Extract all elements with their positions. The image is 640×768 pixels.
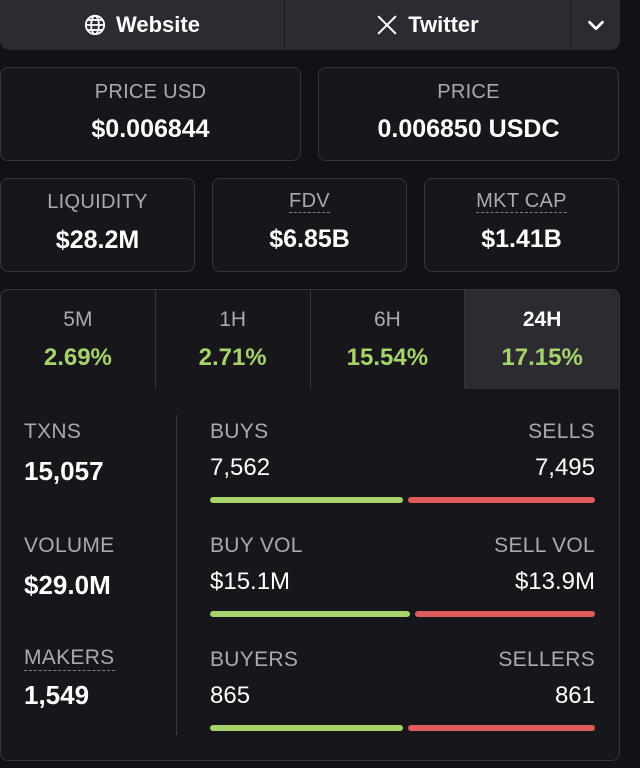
txns-value: 15,057 <box>24 456 104 486</box>
buy-vol-bar <box>210 611 411 617</box>
website-button[interactable]: Website <box>0 0 285 50</box>
txns-stat: TXNS 15,057 <box>24 419 104 487</box>
price-quote-label: PRICE <box>437 81 500 103</box>
more-links-button[interactable] <box>571 0 620 50</box>
makers-label[interactable]: MAKERS <box>24 646 115 671</box>
sellers-label: SELLERS <box>498 648 595 671</box>
market-cap-label[interactable]: MKT CAP <box>476 190 567 213</box>
buys-sells-bar <box>210 497 595 503</box>
sells-bar <box>408 497 595 503</box>
buy-vol-value: $15.1M <box>210 568 291 595</box>
twitter-label: Twitter <box>408 12 479 37</box>
buys-label: BUYS <box>210 420 269 443</box>
timeframe-tabs: 5M 2.69% 1H 2.71% 6H 15.54% 24H 17.15% <box>0 289 620 390</box>
sells-label: SELLS <box>528 420 595 443</box>
buy-sell-volume-stat: BUY VOL SELL VOL $15.1M $13.9M <box>210 533 595 617</box>
buys-sells-stat: BUYS SELLS 7,562 7,495 <box>210 419 595 503</box>
trading-stats: TXNS 15,057 VOLUME $29.0M MAKERS 1,549 B… <box>0 389 620 761</box>
tab-5m[interactable]: 5M 2.69% <box>1 290 156 389</box>
sell-vol-label: SELL VOL <box>494 534 595 557</box>
tab-change: 2.71% <box>198 344 267 371</box>
website-label: Website <box>116 12 200 37</box>
buy-sell-volume-bar <box>210 611 595 617</box>
sellers-value: 861 <box>554 682 595 709</box>
buyers-label: BUYERS <box>210 648 299 671</box>
tab-change: 15.54% <box>346 344 429 371</box>
makers-stat: MAKERS 1,549 <box>24 646 115 711</box>
sell-vol-bar <box>415 611 595 617</box>
fdv-card: FDV $6.85B <box>212 178 407 272</box>
buys-value: 7,562 <box>210 454 271 481</box>
buy-vol-label: BUY VOL <box>210 534 303 557</box>
price-quote-card: PRICE 0.006850 USDC <box>318 67 619 161</box>
price-usd-label: PRICE USD <box>94 81 207 103</box>
market-cap-value: $1.41B <box>481 225 562 253</box>
twitter-button[interactable]: Twitter <box>285 0 571 50</box>
tab-6h[interactable]: 6H 15.54% <box>311 290 466 389</box>
liquidity-value: $28.2M <box>55 226 140 254</box>
tab-label: 1H <box>219 308 247 331</box>
x-logo-icon <box>376 14 398 36</box>
sellers-bar <box>407 725 595 731</box>
fdv-label[interactable]: FDV <box>289 190 330 213</box>
buyers-sellers-stat: BUYERS SELLERS 865 861 <box>210 647 595 731</box>
social-links-bar: Website Twitter <box>0 0 620 50</box>
liquidity-card: LIQUIDITY $28.2M <box>0 178 195 272</box>
tab-label: 24H <box>522 308 562 331</box>
price-usd-card: PRICE USD $0.006844 <box>0 67 301 161</box>
volume-label: VOLUME <box>24 534 115 557</box>
tab-label: 5M <box>63 308 93 331</box>
tab-1h[interactable]: 1H 2.71% <box>156 290 311 389</box>
liquidity-label: LIQUIDITY <box>47 191 148 213</box>
buyers-value: 865 <box>210 682 251 709</box>
tab-label: 6H <box>373 308 401 331</box>
price-quote-value: 0.006850 USDC <box>377 115 560 143</box>
tab-24h[interactable]: 24H 17.15% <box>465 290 619 389</box>
tab-change: 17.15% <box>501 344 583 371</box>
volume-stat: VOLUME $29.0M <box>24 533 115 601</box>
buyers-sellers-bar <box>210 725 595 731</box>
tab-change: 2.69% <box>43 344 112 371</box>
stats-divider <box>176 415 177 735</box>
buyers-bar <box>210 725 403 731</box>
volume-value: $29.0M <box>24 570 111 600</box>
fdv-value: $6.85B <box>269 225 350 253</box>
sells-value: 7,495 <box>534 454 595 481</box>
globe-icon <box>84 14 106 36</box>
makers-value: 1,549 <box>24 680 90 710</box>
buys-bar <box>210 497 404 503</box>
chevron-down-icon <box>585 14 607 36</box>
txns-label: TXNS <box>24 420 82 443</box>
market-cap-card: MKT CAP $1.41B <box>424 178 619 272</box>
price-usd-value: $0.006844 <box>91 115 210 143</box>
sell-vol-value: $13.9M <box>514 568 595 595</box>
